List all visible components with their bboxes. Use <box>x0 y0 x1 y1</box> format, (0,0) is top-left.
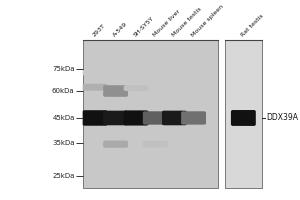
FancyBboxPatch shape <box>82 70 107 76</box>
Text: Rat testis: Rat testis <box>240 13 264 38</box>
FancyBboxPatch shape <box>231 110 256 126</box>
Text: 35kDa: 35kDa <box>52 140 75 146</box>
Text: Mouse testis: Mouse testis <box>171 6 202 38</box>
Text: 25kDa: 25kDa <box>52 173 75 179</box>
FancyBboxPatch shape <box>181 111 206 125</box>
Text: 60kDa: 60kDa <box>52 88 75 94</box>
FancyBboxPatch shape <box>82 84 107 91</box>
FancyBboxPatch shape <box>162 111 187 125</box>
Text: A-549: A-549 <box>112 21 128 38</box>
FancyBboxPatch shape <box>124 85 148 91</box>
FancyBboxPatch shape <box>103 90 128 97</box>
FancyBboxPatch shape <box>124 110 148 126</box>
FancyBboxPatch shape <box>82 110 107 126</box>
Text: 75kDa: 75kDa <box>52 66 75 72</box>
FancyBboxPatch shape <box>103 111 128 125</box>
FancyBboxPatch shape <box>103 141 128 148</box>
Bar <box>225 40 262 188</box>
FancyBboxPatch shape <box>143 141 168 147</box>
Text: 293T: 293T <box>92 23 106 38</box>
Bar <box>83 40 218 188</box>
Text: Mouse liver: Mouse liver <box>152 8 181 38</box>
FancyBboxPatch shape <box>103 85 128 91</box>
Text: SH-SY5Y: SH-SY5Y <box>133 15 155 38</box>
Text: Mouse spleen: Mouse spleen <box>190 4 224 38</box>
Text: 45kDa: 45kDa <box>52 115 75 121</box>
FancyBboxPatch shape <box>143 111 168 125</box>
Text: DDX39A: DDX39A <box>266 113 298 122</box>
